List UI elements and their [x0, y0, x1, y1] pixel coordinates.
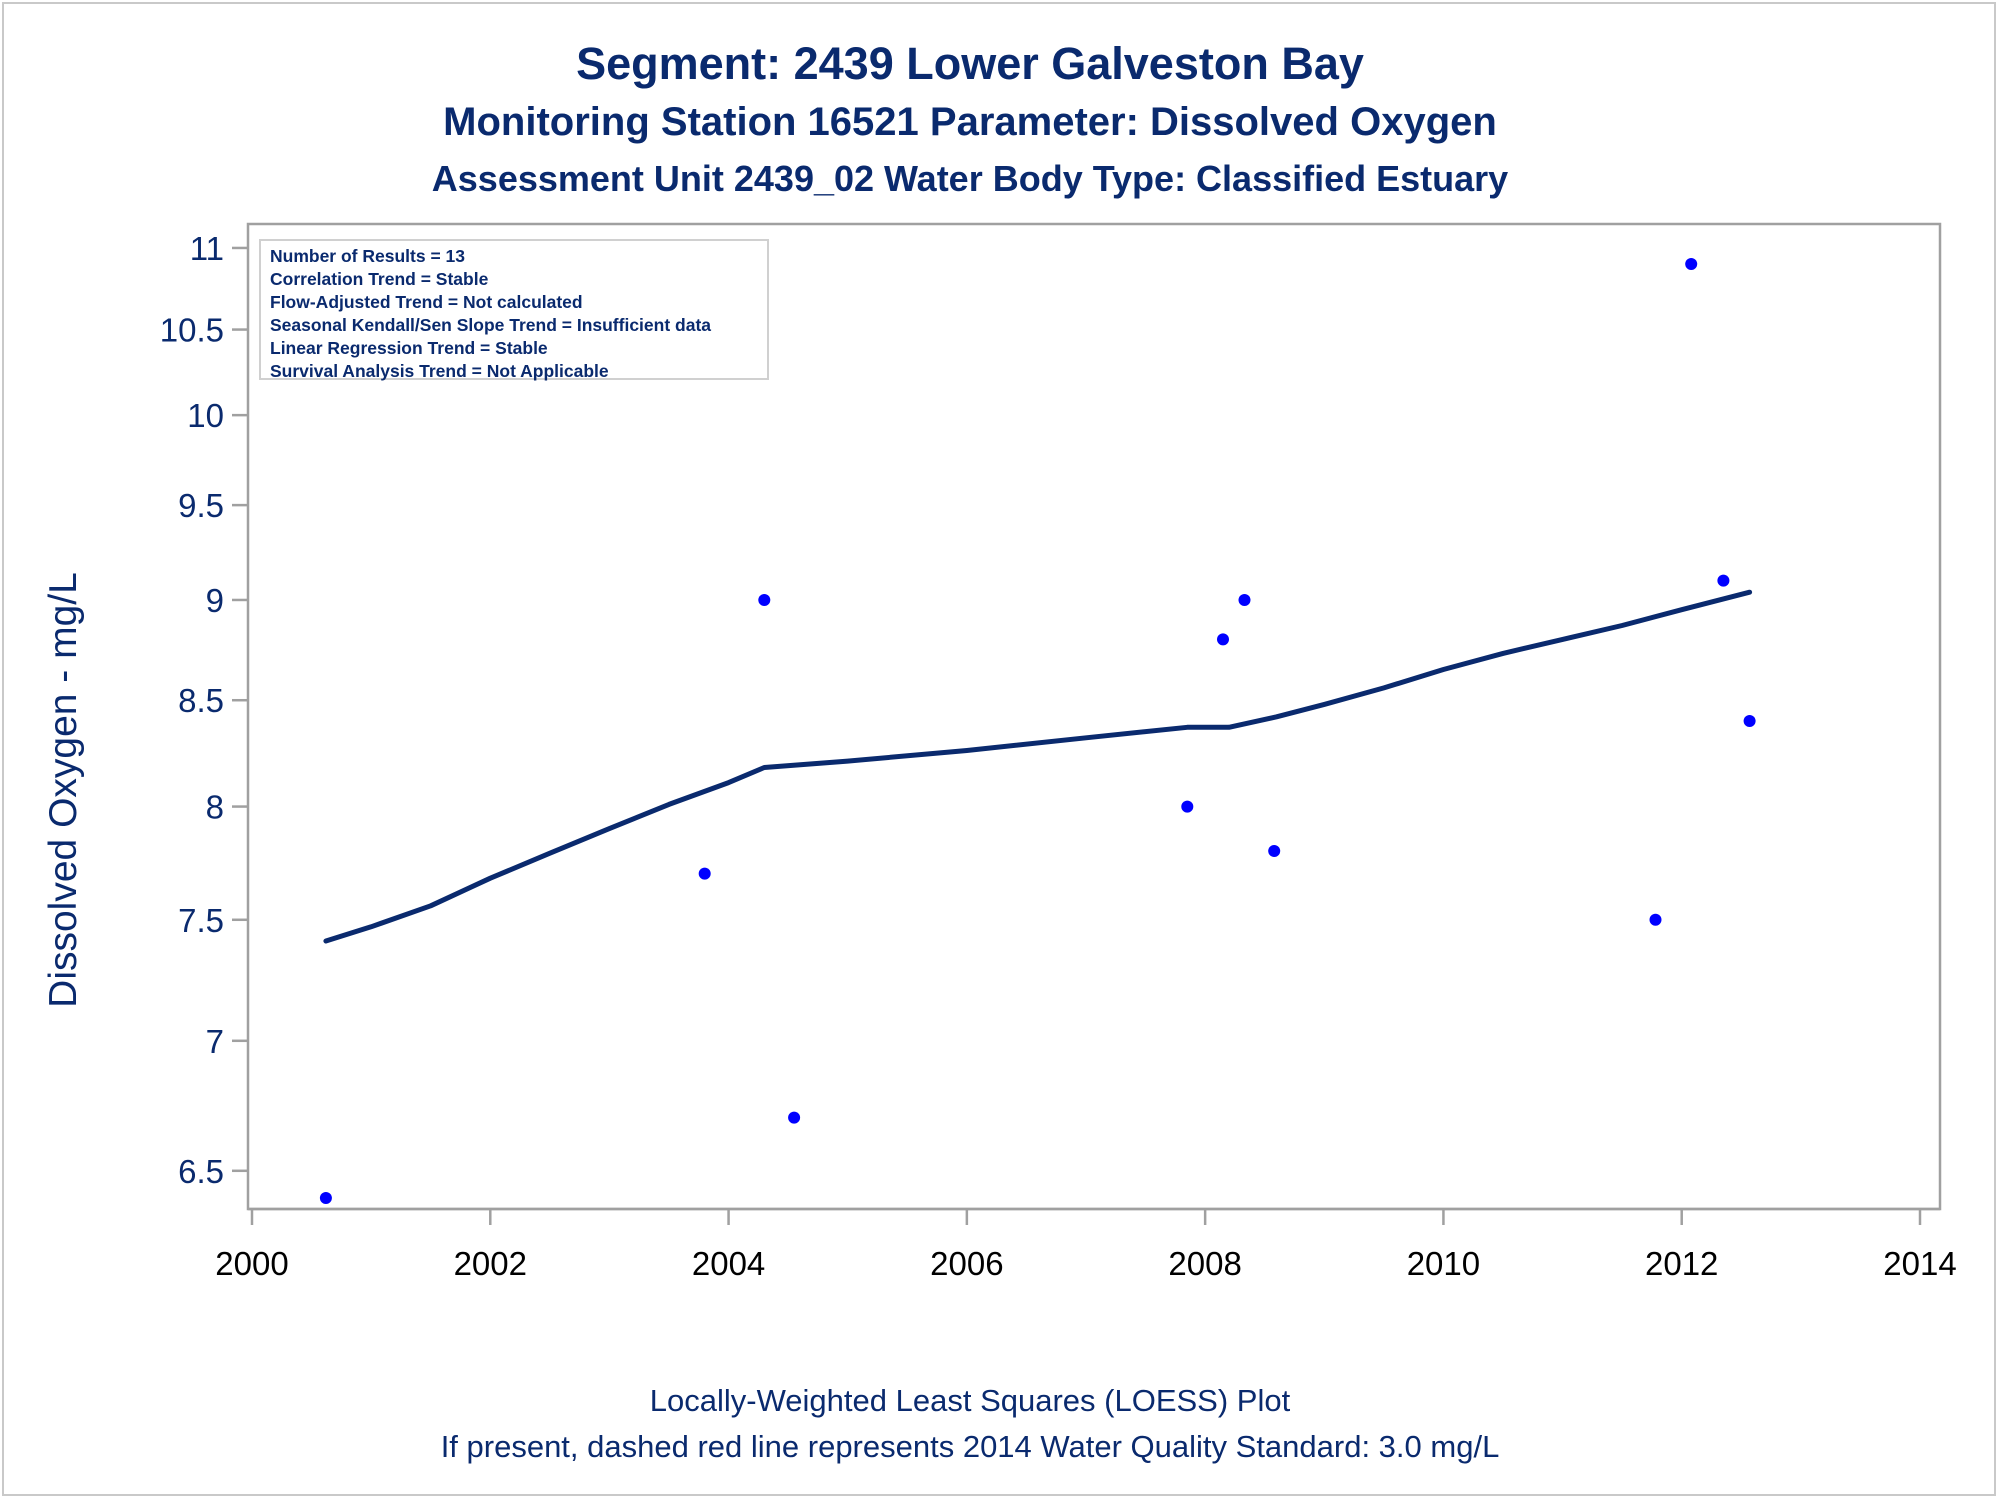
- data-point: [319, 1192, 332, 1204]
- x-tick-label: 2004: [692, 1245, 765, 1282]
- y-tick-label: 10.5: [160, 312, 224, 349]
- footnote-loess: Locally-Weighted Least Squares (LOESS) P…: [649, 1383, 1291, 1418]
- x-tick-label: 2002: [454, 1245, 527, 1282]
- footnote-standard: If present, dashed red line represents 2…: [440, 1429, 1500, 1464]
- x-tick-label: 2014: [1883, 1245, 1956, 1282]
- data-point: [1685, 258, 1698, 270]
- x-axis-ticks: 2000 2002 2004 2006 2008 2010 2012 2014: [215, 1209, 1957, 1282]
- y-tick-label: 10: [187, 397, 224, 434]
- data-point: [1717, 574, 1730, 587]
- chart-subtitle-2: Assessment Unit 2439_02 Water Body Type:…: [431, 158, 1509, 199]
- data-point: [1268, 845, 1281, 857]
- x-tick-label: 2000: [215, 1245, 288, 1282]
- y-tick-label: 11: [190, 230, 224, 267]
- data-point: [1238, 594, 1251, 606]
- y-tick-label: 8: [206, 789, 224, 826]
- trend-summary-box: Number of Results = 13 Correlation Trend…: [259, 239, 769, 381]
- y-tick-label: 6.5: [178, 1153, 224, 1190]
- data-point: [788, 1111, 801, 1124]
- y-tick-label: 8.5: [178, 682, 224, 719]
- legend-line-seasonal-kendall: Seasonal Kendall/Sen Slope Trend = Insuf…: [270, 315, 712, 335]
- legend-line-results: Number of Results = 13: [270, 246, 465, 266]
- legend-line-survival-analysis: Survival Analysis Trend = Not Applicable: [270, 361, 609, 381]
- loess-series: [323, 589, 1753, 944]
- legend-line-linear-regression: Linear Regression Trend = Stable: [270, 338, 548, 358]
- x-tick-label: 2008: [1168, 1245, 1241, 1282]
- y-axis-ticks: 6.5 7 7.5 8 8.5 9 9.5 10 10.5 11: [160, 230, 248, 1190]
- data-point: [1217, 633, 1229, 646]
- data-point: [1743, 715, 1756, 727]
- data-point: [1649, 913, 1662, 926]
- x-tick-label: 2006: [930, 1245, 1003, 1282]
- scatter-series: [319, 258, 1756, 1204]
- y-axis-label: Dissolved Oxygen - mg/L: [42, 572, 85, 1008]
- loess-line: [323, 589, 1753, 944]
- x-tick-label: 2010: [1407, 1245, 1480, 1282]
- chart-title: Segment: 2439 Lower Galveston Bay: [576, 38, 1364, 89]
- data-point: [1181, 800, 1194, 813]
- y-tick-label: 7: [206, 1023, 224, 1060]
- x-tick-label: 2012: [1645, 1245, 1718, 1282]
- chart-subtitle: Monitoring Station 16521 Parameter: Diss…: [443, 100, 1497, 144]
- y-tick-label: 7.5: [178, 902, 224, 939]
- data-point: [698, 867, 711, 880]
- y-tick-label: 9.5: [178, 487, 224, 524]
- legend-line-flow-adjusted: Flow-Adjusted Trend = Not calculated: [270, 292, 583, 312]
- y-tick-label: 9: [206, 582, 224, 619]
- legend-line-correlation: Correlation Trend = Stable: [270, 269, 489, 289]
- data-point: [758, 594, 771, 606]
